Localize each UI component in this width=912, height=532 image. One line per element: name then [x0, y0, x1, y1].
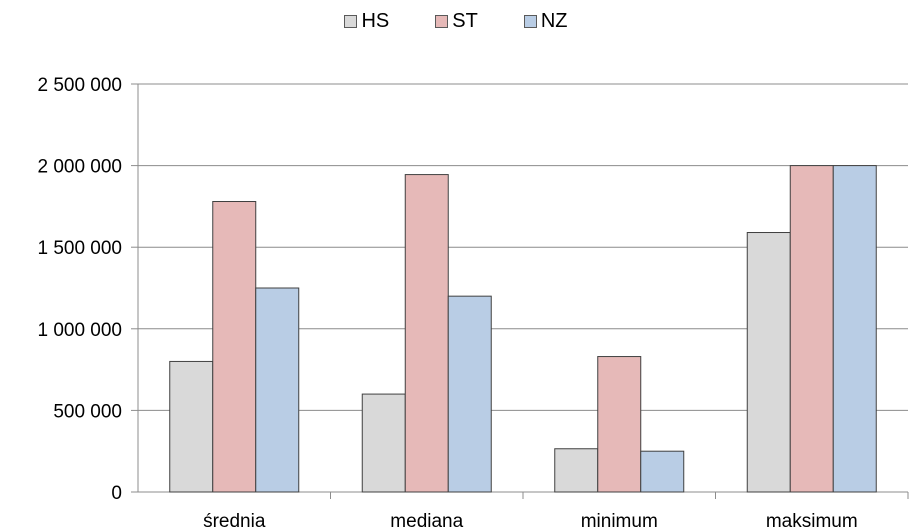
bar-nz — [832, 165, 877, 493]
legend-item-nz: NZ — [523, 10, 568, 33]
y-tick-label: 2 000 000 — [37, 157, 122, 178]
y-tick-label: 1 500 000 — [37, 238, 122, 259]
x-tick-label: średnia — [203, 511, 266, 532]
bar-hs — [169, 360, 214, 493]
bar-hs — [746, 232, 791, 493]
bar-st — [597, 356, 642, 493]
legend-label: NZ — [540, 10, 568, 32]
bar-hs — [361, 393, 406, 493]
legend-swatch — [344, 15, 358, 28]
y-tick-label: 1 000 000 — [37, 320, 122, 341]
legend-item-st: ST — [435, 10, 478, 33]
legend-swatch — [523, 15, 537, 28]
y-tick-label: 500 000 — [53, 401, 122, 422]
legend-label: HS — [361, 10, 390, 32]
x-tick-label: mediana — [390, 511, 463, 532]
x-tick-label: maksimum — [766, 511, 858, 532]
chart-legend: HS ST NZ — [0, 10, 912, 33]
y-tick-label: 0 — [111, 483, 122, 504]
bar-nz — [640, 450, 685, 493]
bar-st — [789, 165, 834, 493]
legend-item-hs: HS — [344, 10, 389, 33]
bar-st — [212, 201, 257, 493]
bar-nz — [255, 287, 300, 493]
legend-swatch — [435, 15, 449, 28]
y-tick-label: 2 500 000 — [37, 75, 122, 96]
bar-st — [404, 174, 449, 493]
legend-label: ST — [452, 10, 478, 32]
x-tick-label: minimum — [581, 511, 658, 532]
bar-nz — [447, 295, 492, 493]
bar-hs — [554, 448, 599, 493]
